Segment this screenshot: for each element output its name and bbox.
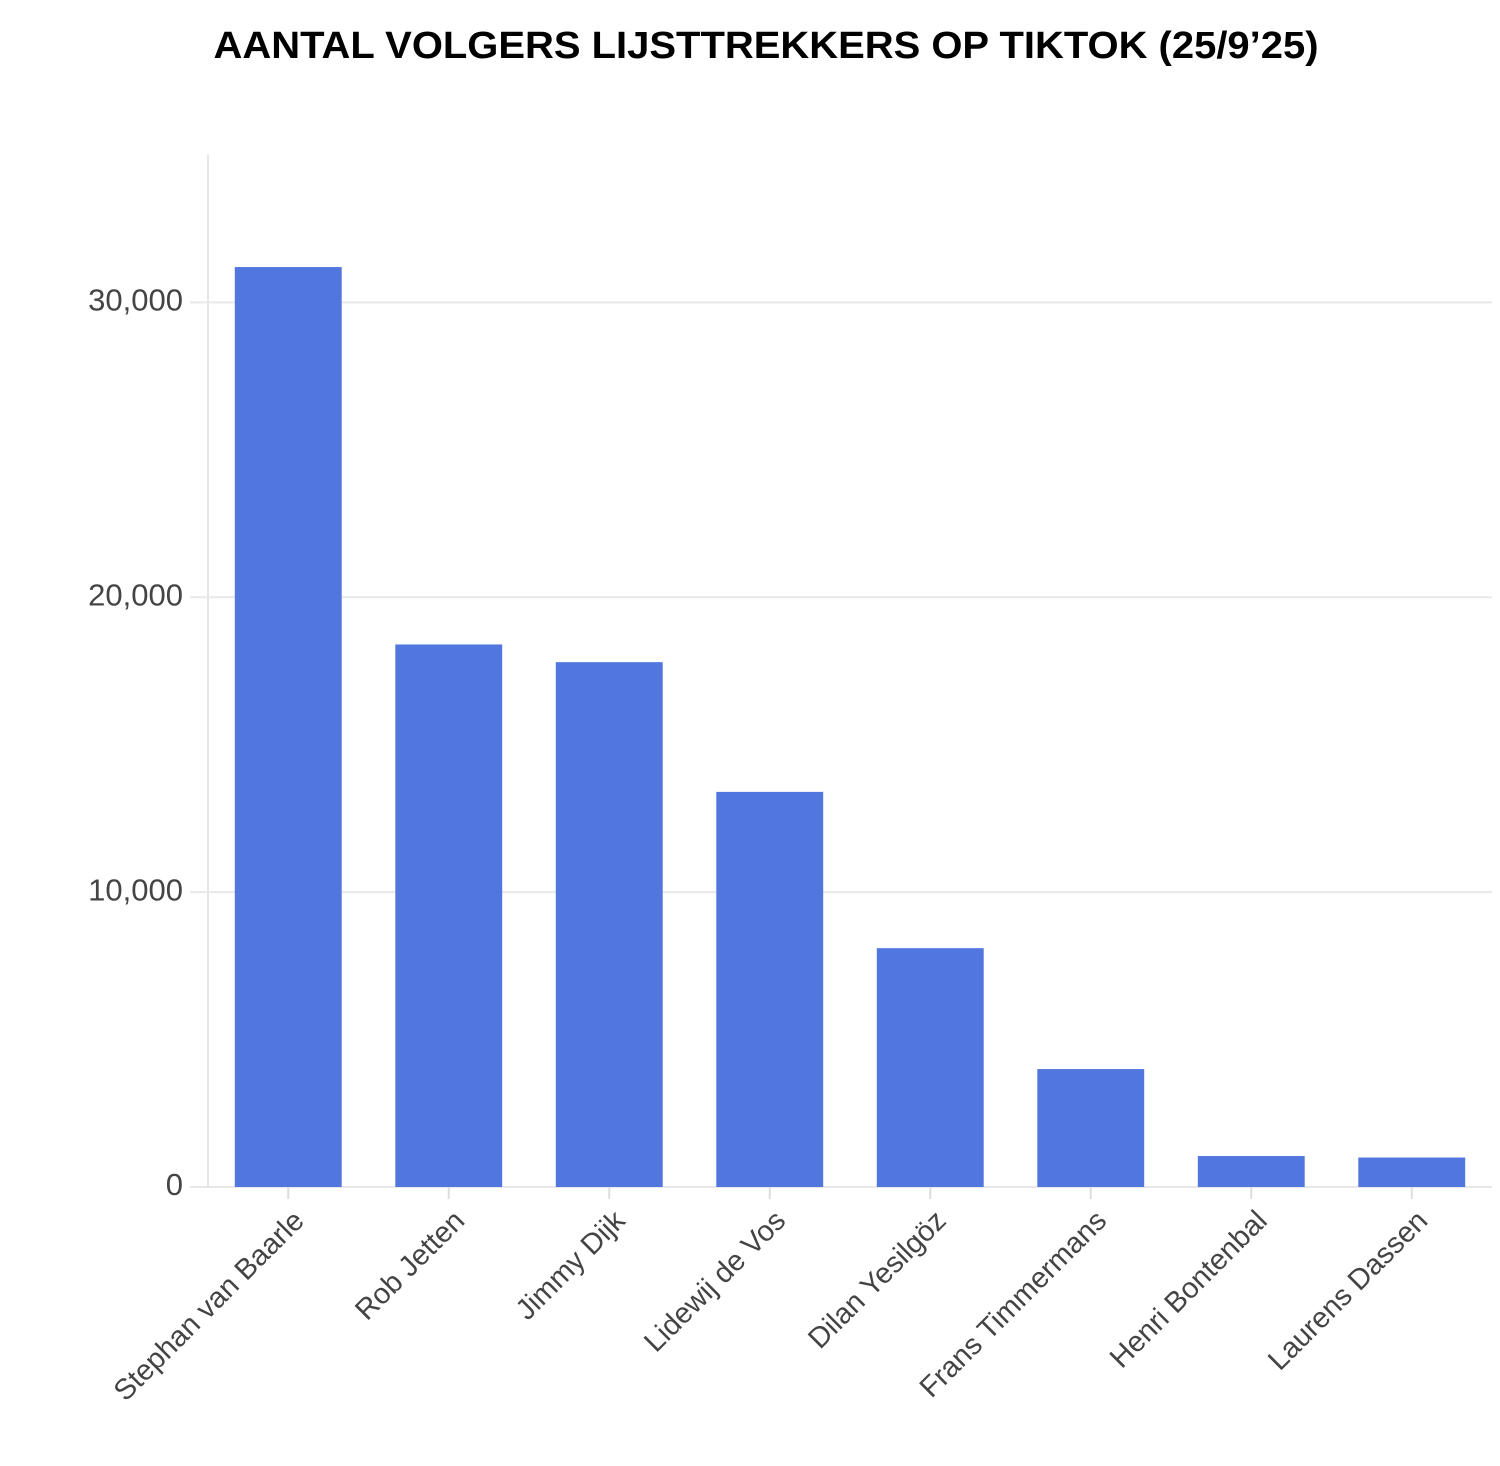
x-tick-label: Rob Jetten <box>349 1205 471 1327</box>
bar <box>1197 1156 1305 1187</box>
bar <box>555 662 663 1187</box>
y-tick-label: 30,000 <box>88 283 183 318</box>
x-tick-label: Laurens Dassen <box>1262 1205 1434 1377</box>
bar <box>234 267 342 1187</box>
y-tick-label: 20,000 <box>88 577 183 612</box>
x-tick-label: Henri Bontenbal <box>1104 1205 1274 1375</box>
y-tick-label: 10,000 <box>88 872 183 907</box>
x-tick-label: Dilan Yesilgöz <box>802 1205 952 1355</box>
bar <box>1358 1157 1466 1187</box>
bar <box>395 644 503 1187</box>
chart-title: AANTAL VOLGERS LIJSTTREKKERS OP TIKTOK (… <box>214 25 1319 67</box>
bar <box>876 948 984 1187</box>
x-tick-label: Stephan van Baarle <box>108 1205 311 1408</box>
x-tick-label: Jimmy Dijk <box>510 1204 632 1326</box>
bar <box>1037 1069 1145 1187</box>
y-tick-label: 0 <box>166 1167 183 1202</box>
bar <box>716 791 824 1187</box>
x-tick-label: Lidewij de Vos <box>638 1205 792 1359</box>
